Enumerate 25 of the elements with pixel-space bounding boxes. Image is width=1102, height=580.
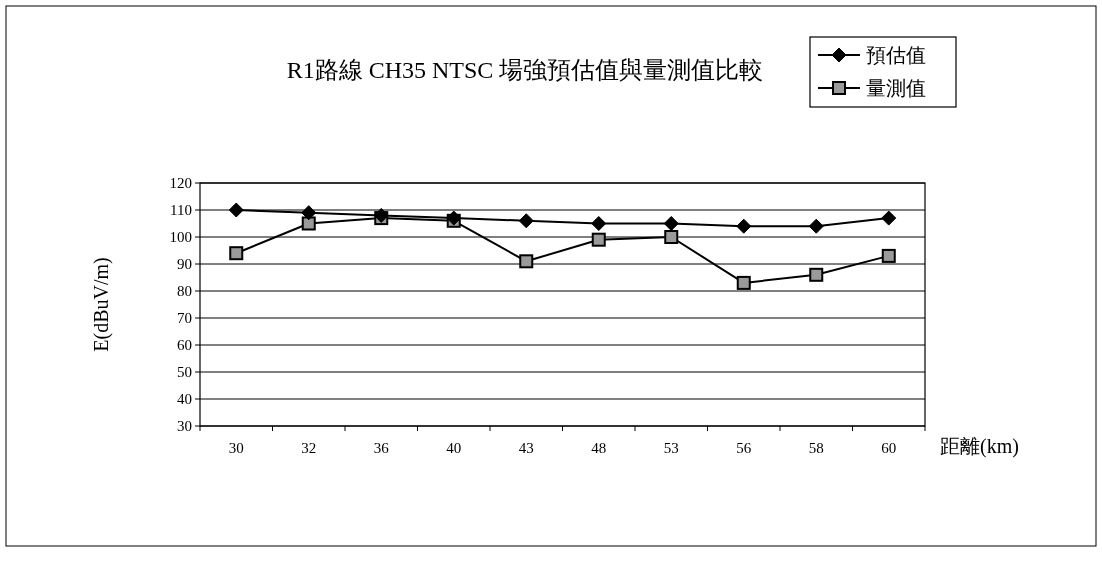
y-tick-label: 100 — [169, 229, 192, 245]
x-tick-label: 30 — [228, 440, 244, 456]
x-tick-label: 32 — [301, 440, 317, 456]
x-tick-label: 40 — [446, 440, 462, 456]
legend-label: 預估值 — [866, 44, 926, 66]
y-tick-label: 30 — [177, 418, 192, 434]
x-tick-label: 56 — [736, 440, 752, 456]
x-tick-label: 58 — [808, 440, 824, 456]
y-tick-label: 40 — [177, 391, 192, 407]
x-tick-label: 36 — [373, 440, 390, 456]
y-tick-label: 110 — [170, 202, 192, 218]
y-tick-label: 90 — [177, 256, 192, 272]
x-tick-label: 43 — [518, 440, 534, 456]
y-axis-title: E(dBuV/m) — [90, 257, 113, 352]
y-tick-label: 70 — [177, 310, 192, 326]
y-tick-label: 80 — [177, 283, 192, 299]
y-tick-label: 60 — [177, 337, 192, 353]
x-axis-title: 距離(km) — [940, 435, 1019, 458]
y-tick-label: 50 — [177, 364, 192, 380]
x-tick-label: 53 — [663, 440, 679, 456]
legend-label: 量測值 — [866, 77, 926, 99]
y-tick-label: 120 — [169, 175, 192, 191]
chart-title: R1路線 CH35 NTSC 場強預估值與量測值比較 — [286, 57, 764, 83]
x-tick-label: 48 — [591, 440, 607, 456]
x-tick-label: 60 — [881, 440, 897, 456]
